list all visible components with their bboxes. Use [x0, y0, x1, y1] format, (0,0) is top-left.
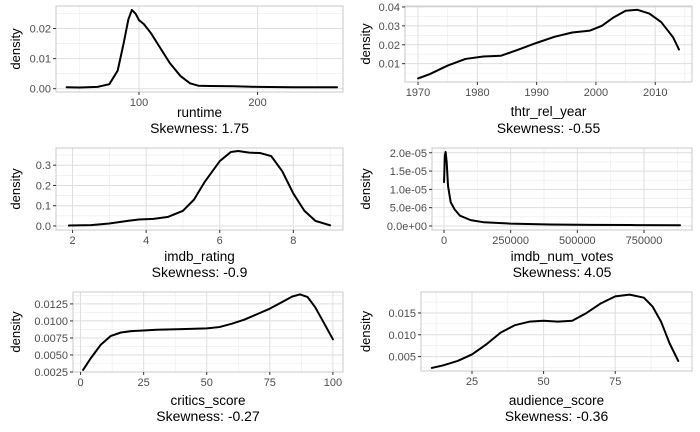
- x-tick-label: 200: [248, 97, 266, 109]
- y-tick-label: 0.00: [30, 84, 51, 96]
- y-tick-label: 0.010: [388, 330, 416, 342]
- x-tick-label: 25: [466, 376, 478, 388]
- x-tick-label: 250000: [492, 235, 529, 247]
- panel-background: [73, 292, 343, 372]
- panel-border: [55, 147, 344, 231]
- x-axis-label: imdb_num_votes: [511, 249, 614, 264]
- y-axis-label: density: [8, 168, 23, 210]
- x-tick-label: 100: [324, 377, 342, 389]
- x-tick-label: 2010: [643, 87, 667, 99]
- y-tick-label: 0.03: [379, 21, 400, 33]
- skewness-caption: Skewness: -0.36: [505, 408, 609, 424]
- x-tick-label: 0: [78, 377, 84, 389]
- panel-imdb_rating: 2 4 6 8 0.0 0.1 0.2 0.3 density imdb_ratingSkewne…: [8, 147, 344, 280]
- x-tick-label: 100: [130, 97, 148, 109]
- x-tick-label: 750000: [626, 235, 663, 247]
- density-curve: [65, 8, 339, 89]
- x-tick-label: 50: [537, 376, 549, 388]
- y-tick-label: 0.01: [379, 59, 400, 71]
- x-tick-label: 4: [143, 235, 149, 247]
- x-tick-label: 1970: [406, 87, 430, 99]
- panel-border: [55, 5, 344, 93]
- y-tick-label: 0.04: [379, 2, 400, 14]
- x-tick-label: 50: [201, 377, 213, 389]
- panel-border: [420, 291, 693, 372]
- x-axis-label: imdb_rating: [164, 249, 235, 264]
- panel-imdb_num_votes: 0 250000 500000 750000 0.0e+00 5.0e-06 1.0e-05…: [358, 147, 693, 280]
- density-curve: [67, 150, 332, 227]
- x-tick-label: 500000: [559, 235, 596, 247]
- panel-background: [405, 6, 692, 82]
- x-axis-label: audience_score: [509, 393, 604, 408]
- y-tick-label: 0.02: [30, 24, 51, 36]
- y-tick-label: 1.5e-05: [390, 166, 427, 178]
- skewness-caption: Skewness: 1.75: [150, 120, 249, 136]
- y-tick-label: 0.01: [30, 54, 51, 66]
- x-tick-label: 75: [264, 377, 276, 389]
- y-axis-label: density: [358, 310, 373, 352]
- y-tick-label: 0.0075: [34, 333, 68, 345]
- y-tick-label: 0.015: [388, 308, 416, 320]
- skewness-caption: Skewness: 4.05: [513, 264, 612, 280]
- y-tick-label: 0.0025: [34, 367, 68, 379]
- y-axis-label: density: [358, 168, 373, 210]
- panel-audience_score: 25 50 75 0.005 0.010 0.015 density audience_sco…: [358, 291, 693, 424]
- y-tick-label: 0.3: [36, 160, 51, 172]
- y-tick-label: 0.0: [36, 221, 51, 233]
- x-axis-label: critics_score: [170, 393, 245, 408]
- x-tick-label: 75: [609, 376, 621, 388]
- skewness-caption: Skewness: -0.9: [152, 264, 248, 280]
- x-tick-label: 0: [441, 235, 447, 247]
- y-tick-label: 0.0125: [34, 299, 68, 311]
- x-tick-label: 25: [138, 377, 150, 389]
- x-axis-label: runtime: [177, 105, 222, 120]
- panel-border: [72, 291, 344, 373]
- density-curve: [430, 293, 680, 369]
- x-tick-label: 1990: [524, 87, 548, 99]
- y-axis-label: density: [358, 23, 373, 65]
- y-tick-label: 0.005: [388, 352, 416, 364]
- panel-thtr_rel_year: 1970 1980 1990 2000 2010 0.01 0.02 0.03 0.04 dens…: [358, 2, 693, 136]
- x-tick-label: 8: [290, 235, 296, 247]
- x-tick-label: 6: [217, 235, 223, 247]
- y-tick-label: 0.0e+00: [387, 221, 427, 233]
- panel-critics_score: 0 25 50 75 100 0.0025 0.0050 0.0075 0.0100 0.0125…: [8, 291, 344, 424]
- density-curve: [443, 151, 681, 227]
- y-tick-label: 0.2: [36, 180, 51, 192]
- y-axis-label: density: [8, 28, 23, 70]
- skewness-caption: Skewness: -0.27: [156, 408, 260, 424]
- skewness-caption: Skewness: -0.55: [497, 120, 601, 136]
- y-tick-label: 0.0100: [34, 316, 68, 328]
- y-tick-label: 2.0e-05: [390, 148, 427, 160]
- y-tick-label: 0.0050: [34, 350, 68, 362]
- x-axis-label: thtr_rel_year: [511, 104, 587, 119]
- x-tick-label: 2000: [584, 87, 608, 99]
- density-curve: [82, 293, 334, 371]
- y-tick-label: 1.0e-05: [390, 184, 427, 196]
- y-tick-label: 5.0e-06: [390, 203, 427, 215]
- x-tick-label: 1980: [465, 87, 489, 99]
- panel-border: [404, 5, 693, 83]
- panel-runtime: 100 200 0.00 0.01 0.02 density runtimeSkewness…: [8, 5, 344, 136]
- y-axis-label: density: [8, 311, 23, 353]
- density-curve: [417, 8, 680, 80]
- x-tick-label: 2: [69, 235, 75, 247]
- panel-background: [56, 6, 343, 92]
- y-tick-label: 0.02: [379, 40, 400, 52]
- y-tick-label: 0.1: [36, 201, 51, 213]
